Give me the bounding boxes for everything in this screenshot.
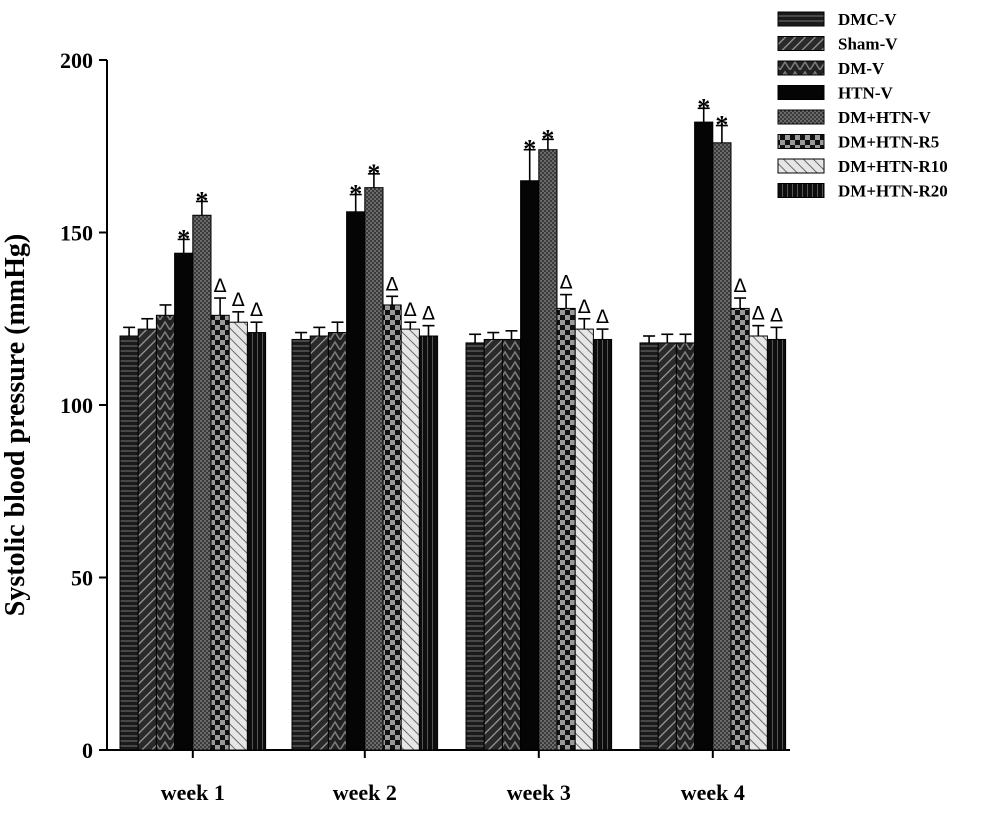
legend-swatch	[777, 134, 825, 149]
bar	[574, 328, 594, 751]
bar	[291, 338, 311, 751]
y-tick-label: 50	[71, 566, 93, 591]
bar	[538, 149, 558, 751]
y-tick-label: 200	[60, 48, 93, 73]
significance-delta: Δ	[560, 272, 573, 294]
legend-swatch	[777, 109, 825, 125]
bar	[748, 335, 768, 751]
significance-asterisk: *	[177, 224, 190, 253]
bar	[246, 332, 267, 751]
significance-delta: Δ	[770, 304, 783, 326]
significance-delta: Δ	[422, 303, 435, 325]
legend-label: DM-V	[838, 59, 885, 78]
significance-asterisk: *	[349, 180, 362, 209]
bar	[364, 187, 384, 751]
significance-delta: Δ	[596, 306, 609, 328]
bar	[400, 328, 420, 751]
bar	[327, 332, 348, 751]
bar	[228, 321, 248, 751]
bar	[639, 342, 659, 751]
legend-label: DMC-V	[838, 10, 897, 29]
significance-asterisk: *	[523, 135, 536, 164]
significance-delta: Δ	[232, 289, 245, 311]
bar	[210, 314, 230, 751]
bar	[592, 338, 613, 751]
significance-asterisk: *	[697, 93, 710, 122]
significance-asterisk: *	[715, 111, 728, 140]
y-tick-label: 0	[82, 738, 93, 763]
significance-delta: Δ	[404, 299, 417, 321]
significance-delta: Δ	[386, 273, 399, 295]
x-tick-label: week 1	[161, 780, 225, 805]
bar	[137, 328, 157, 751]
bar	[501, 338, 522, 751]
legend-swatch	[777, 11, 825, 27]
x-tick-label: week 2	[333, 780, 397, 805]
legend: DMC-V Sham-V DM-V HTN-V DM+HTN-V DM+HTN-R5 DM+…	[777, 10, 948, 201]
bar	[119, 335, 139, 751]
bar	[556, 307, 576, 751]
bar	[483, 338, 503, 751]
x-tick-label: week 4	[681, 780, 745, 805]
bar	[309, 335, 329, 751]
bar	[155, 314, 176, 751]
legend-label: DM+HTN-R10	[838, 157, 948, 176]
y-tick-label: 150	[60, 221, 93, 246]
significance-delta: Δ	[214, 275, 227, 297]
bar	[465, 342, 485, 751]
bar	[657, 342, 677, 751]
bar	[418, 335, 439, 751]
significance-asterisk: *	[367, 159, 380, 188]
legend-label: DM+HTN-R5	[838, 133, 939, 152]
bar	[520, 180, 540, 751]
bar	[174, 252, 194, 751]
legend-swatch	[777, 183, 825, 198]
significance-delta: Δ	[734, 275, 747, 297]
y-axis-title: Systolic blood pressure (mmHg)	[0, 234, 31, 616]
y-tick-label: 100	[60, 393, 93, 418]
significance-asterisk: *	[195, 186, 208, 215]
significance-delta: Δ	[250, 299, 263, 321]
legend-swatch	[777, 158, 825, 174]
bar	[382, 304, 402, 751]
significance-delta: Δ	[578, 296, 591, 318]
bars: **ΔΔ Δ**ΔΔ Δ* *ΔΔ Δ**ΔΔ Δ	[119, 93, 787, 751]
bar	[675, 342, 696, 751]
axes: 0 50 100 150 200 Systolic blood pressure (mmH…	[0, 48, 790, 805]
legend-swatch	[777, 85, 825, 100]
x-tick-label: week 3	[507, 780, 571, 805]
legend-label: HTN-V	[838, 84, 894, 103]
bar	[766, 338, 787, 751]
bar	[730, 307, 750, 751]
bar	[192, 214, 212, 751]
legend-label: Sham-V	[838, 35, 898, 54]
legend-swatch	[777, 36, 825, 51]
bar	[346, 211, 366, 751]
bar	[712, 142, 732, 751]
legend-label: DM+HTN-R20	[838, 182, 948, 201]
significance-delta: Δ	[752, 303, 765, 325]
legend-swatch	[777, 60, 825, 76]
significance-asterisk: *	[541, 124, 554, 153]
legend-label: DM+HTN-V	[838, 108, 932, 127]
bar	[694, 121, 714, 751]
